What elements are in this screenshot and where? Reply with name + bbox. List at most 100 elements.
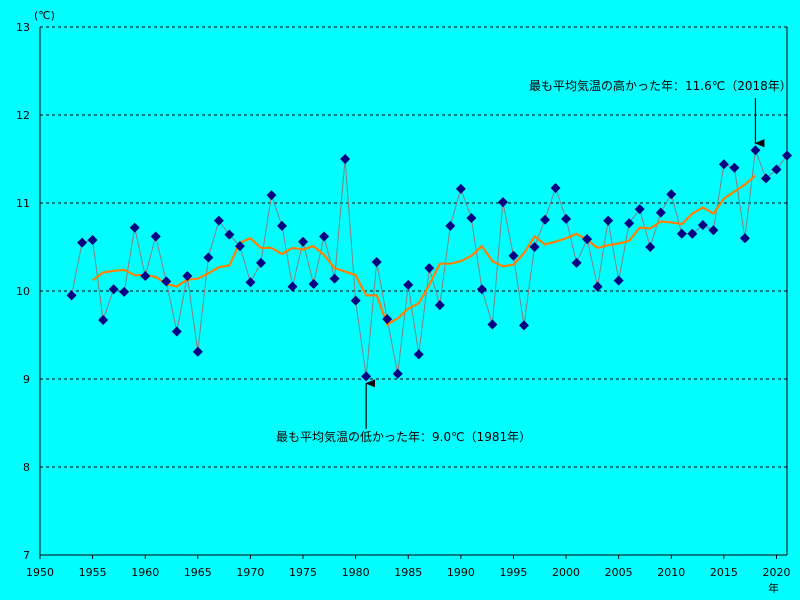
- x-tick-label: 1990: [447, 566, 475, 579]
- x-tick-label: 1965: [184, 566, 212, 579]
- data-point-marker: [392, 368, 403, 379]
- data-point-marker: [676, 228, 687, 239]
- x-tick-label: 1970: [236, 566, 264, 579]
- data-point-marker: [645, 242, 656, 252]
- data-point-marker: [571, 257, 582, 268]
- grid-lines: [40, 26, 787, 468]
- data-point-marker: [192, 346, 203, 357]
- data-point-marker: [592, 281, 603, 292]
- axes: [39, 27, 788, 556]
- data-point-marker: [760, 173, 771, 184]
- data-point-marker: [213, 215, 224, 226]
- data-point-marker: [413, 349, 424, 360]
- data-point-marker: [119, 286, 130, 297]
- data-point-marker: [750, 145, 761, 156]
- data-point-marker: [697, 220, 708, 230]
- data-point-marker: [434, 300, 445, 311]
- y-tick-label: 7: [23, 549, 30, 562]
- data-point-marker: [550, 183, 561, 194]
- x-tick-label: 1950: [26, 566, 54, 579]
- data-point-marker: [582, 234, 593, 245]
- data-point-marker: [603, 215, 614, 226]
- data-point-marker: [497, 197, 508, 208]
- y-unit-label: (℃): [34, 9, 55, 22]
- x-tick-label: 2005: [605, 566, 633, 579]
- x-tick-label: 1960: [131, 566, 159, 579]
- annotations: 最も平均気温の高かった年：11.6℃（2018年） 最も平均気温の低かった年：9.…: [276, 78, 792, 444]
- data-series: [66, 145, 792, 382]
- x-tick-label: 2000: [552, 566, 580, 579]
- data-point-marker: [140, 271, 151, 282]
- data-point-marker: [445, 220, 456, 231]
- data-point-marker: [298, 236, 309, 247]
- y-tick-label: 12: [16, 109, 30, 122]
- data-point-marker: [466, 212, 477, 223]
- data-point-marker: [161, 276, 172, 287]
- x-tick-label: 1955: [79, 566, 107, 579]
- data-point-marker: [634, 204, 645, 215]
- data-point-marker: [455, 183, 466, 194]
- data-point-marker: [171, 326, 182, 337]
- data-point-marker: [87, 234, 98, 245]
- data-point-marker: [182, 271, 193, 282]
- x-tick-label: 2020: [762, 566, 790, 579]
- data-point-marker: [508, 250, 519, 261]
- data-point-marker: [771, 164, 782, 175]
- y-tick-label: 10: [16, 285, 30, 298]
- data-point-marker: [382, 314, 393, 325]
- data-point-marker: [403, 279, 414, 290]
- data-point-marker: [624, 218, 635, 229]
- x-tick-label: 2015: [710, 566, 738, 579]
- data-point-marker: [666, 189, 677, 200]
- x-tick-label: 1985: [394, 566, 422, 579]
- data-point-marker: [729, 162, 740, 173]
- data-point-marker: [276, 220, 287, 231]
- x-tick-label: 1975: [289, 566, 317, 579]
- data-point-marker: [98, 315, 109, 326]
- data-point-marker: [150, 231, 161, 242]
- data-point-marker: [371, 256, 382, 267]
- data-point-marker: [613, 275, 624, 286]
- data-point-marker: [329, 273, 340, 284]
- data-point-marker: [739, 233, 750, 244]
- x-tick-label: 2010: [657, 566, 685, 579]
- data-point-marker: [234, 241, 245, 252]
- data-point-marker: [108, 284, 119, 295]
- data-point-marker: [340, 154, 351, 164]
- data-point-marker: [308, 278, 319, 289]
- data-point-marker: [255, 257, 266, 268]
- data-point-marker: [529, 242, 540, 252]
- data-point-marker: [487, 319, 498, 330]
- data-point-marker: [476, 284, 487, 295]
- data-point-marker: [561, 213, 572, 224]
- data-point-marker: [361, 371, 372, 382]
- y-tick-labels: 7 8 9 10 11 12 13: [16, 21, 30, 562]
- y-tick-label: 9: [23, 373, 30, 386]
- data-point-marker: [66, 290, 77, 301]
- data-point-marker: [319, 231, 330, 242]
- annotation-max-label: 最も平均気温の高かった年：11.6℃（2018年）: [529, 78, 792, 93]
- data-point-marker: [129, 222, 140, 233]
- x-unit-label: 年: [768, 581, 779, 595]
- x-tick-label: 1995: [499, 566, 527, 579]
- x-tick-label: 1980: [342, 566, 370, 579]
- data-point-marker: [350, 295, 361, 306]
- data-point-marker: [424, 263, 435, 274]
- data-point-marker: [540, 214, 551, 225]
- data-point-marker: [518, 320, 529, 331]
- data-point-marker: [718, 159, 729, 170]
- data-point-marker: [655, 207, 666, 218]
- data-point-marker: [708, 225, 719, 236]
- annotation-min-label: 最も平均気温の低かった年：9.0℃（1981年）: [276, 429, 531, 444]
- y-tick-label: 11: [16, 197, 30, 210]
- data-point-marker: [266, 190, 277, 201]
- data-point-marker: [687, 228, 698, 239]
- data-point-marker: [203, 252, 214, 263]
- data-point-marker: [287, 281, 298, 292]
- data-point-marker: [782, 150, 792, 161]
- y-tick-label: 8: [23, 461, 30, 474]
- x-tick-labels: 1950 1955 1960 1965 1970 1975 1980 1985 1990 1995…: [26, 555, 790, 579]
- moving-average-line: [91, 174, 757, 326]
- y-tick-label: 13: [16, 21, 30, 34]
